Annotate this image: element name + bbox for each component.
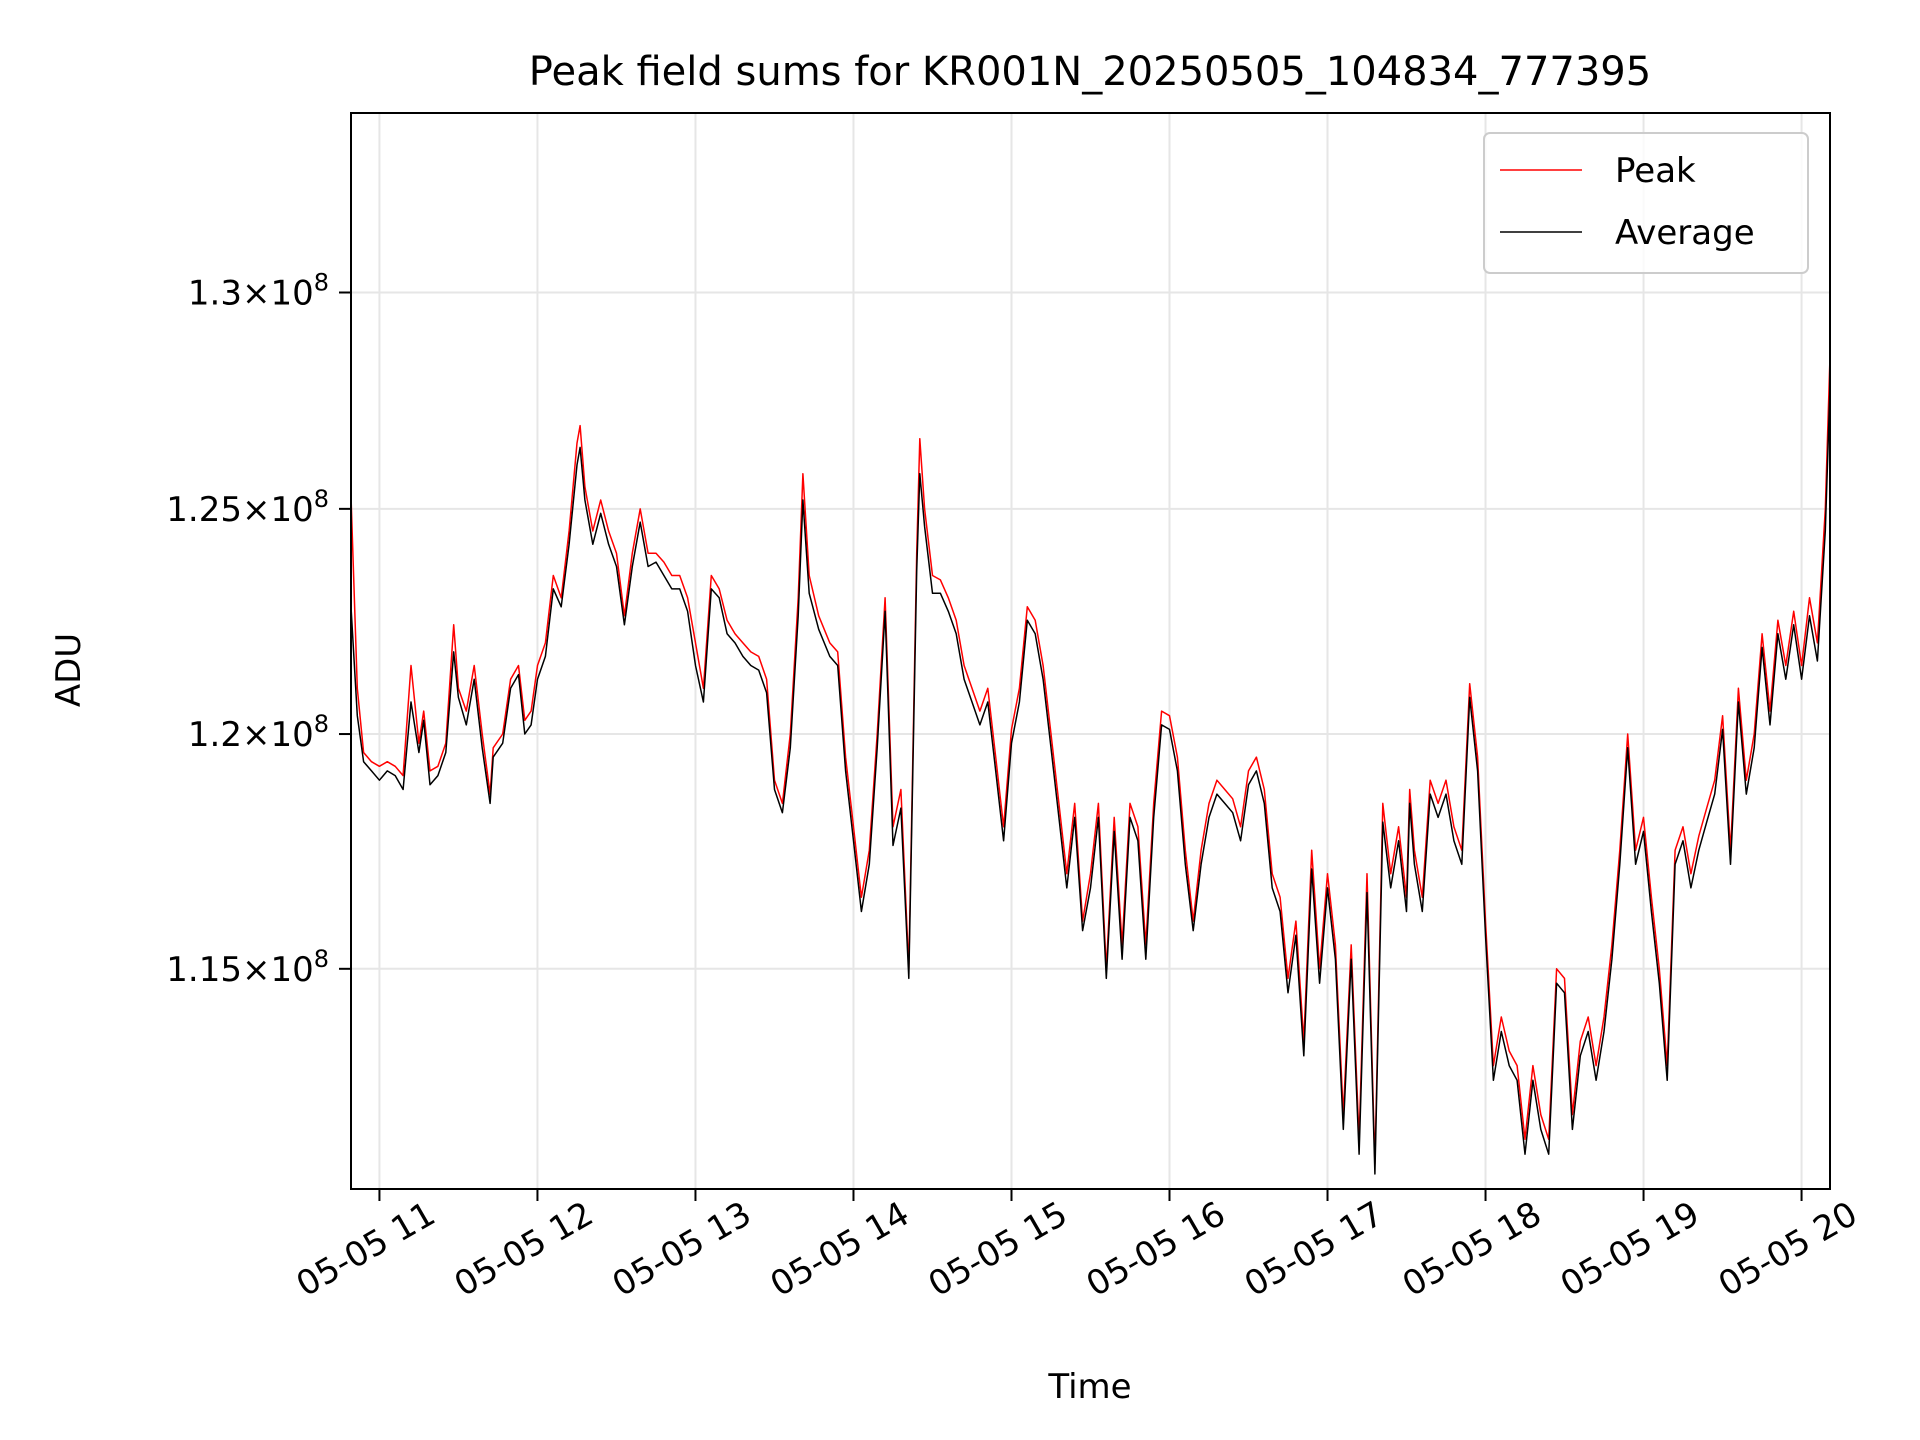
legend-label-peak: Peak bbox=[1615, 151, 1696, 191]
y-tick-label: 1.15×108 bbox=[166, 945, 329, 990]
series-line-average bbox=[351, 386, 1830, 1175]
grid bbox=[351, 113, 1830, 1189]
series-line-peak bbox=[351, 356, 1830, 1165]
legend-label-average: Average bbox=[1615, 213, 1755, 253]
series-layer bbox=[351, 356, 1830, 1175]
legend: Peak Average bbox=[1483, 132, 1809, 274]
y-tick-label: 1.2×108 bbox=[188, 710, 329, 755]
y-tick-label: 1.3×108 bbox=[188, 269, 329, 314]
y-axis-label: ADU bbox=[49, 633, 89, 707]
legend-box bbox=[1483, 132, 1809, 274]
plot-frame bbox=[350, 112, 1831, 1190]
y-axis: 1.15×108 1.2×108 1.25×108 1.3×108 bbox=[166, 269, 351, 990]
chart-title: Peak field sums for KR001N_20250505_1048… bbox=[529, 49, 1651, 95]
x-axis-label: Time bbox=[1047, 1367, 1131, 1407]
y-tick-label: 1.25×108 bbox=[166, 485, 329, 530]
